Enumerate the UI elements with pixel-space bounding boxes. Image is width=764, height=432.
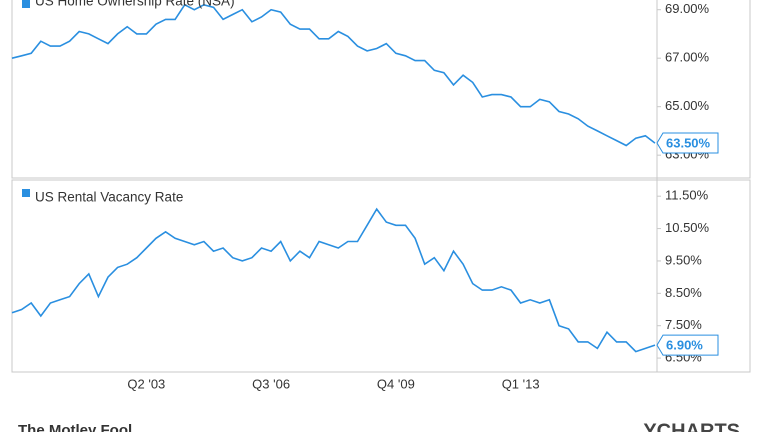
value-label: 63.50% xyxy=(666,135,711,150)
legend-label: US Home Ownership Rate (NSA) xyxy=(35,0,235,9)
x-tick-label: Q2 '03 xyxy=(127,376,165,391)
legend-swatch xyxy=(22,189,30,197)
panel-frame xyxy=(11,179,751,373)
x-tick-label: Q1 '13 xyxy=(502,376,540,391)
panel: 63.00%65.00%67.00%69.00%US Home Ownershi… xyxy=(11,0,719,162)
x-tick-label: Q3 '06 xyxy=(252,376,290,391)
panel-frame xyxy=(11,0,751,179)
value-label-box xyxy=(656,334,719,356)
y-tick-label: 67.00% xyxy=(665,50,710,65)
series-line xyxy=(11,207,656,353)
y-tick-label: 11.50% xyxy=(665,188,709,203)
legend-swatch xyxy=(22,0,30,8)
panel: 6.50%7.50%8.50%9.50%10.50%11.50%US Renta… xyxy=(11,188,719,365)
value-label-box xyxy=(656,132,719,154)
y-tick-label: 65.00% xyxy=(665,98,710,113)
y-tick-label: 8.50% xyxy=(665,285,702,300)
x-tick-label: Q4 '09 xyxy=(377,376,415,391)
y-tick-label: 69.00% xyxy=(665,1,710,16)
legend-label: US Rental Vacancy Rate xyxy=(35,190,183,205)
y-tick-label: 7.50% xyxy=(665,317,702,332)
footer-left: The Motley Fool xyxy=(18,422,132,432)
y-tick-label: 9.50% xyxy=(665,252,702,267)
footer-right: YCHARTS xyxy=(643,420,740,432)
y-tick-label: 10.50% xyxy=(665,220,710,235)
value-label: 6.90% xyxy=(666,338,703,353)
series-line xyxy=(11,3,656,147)
